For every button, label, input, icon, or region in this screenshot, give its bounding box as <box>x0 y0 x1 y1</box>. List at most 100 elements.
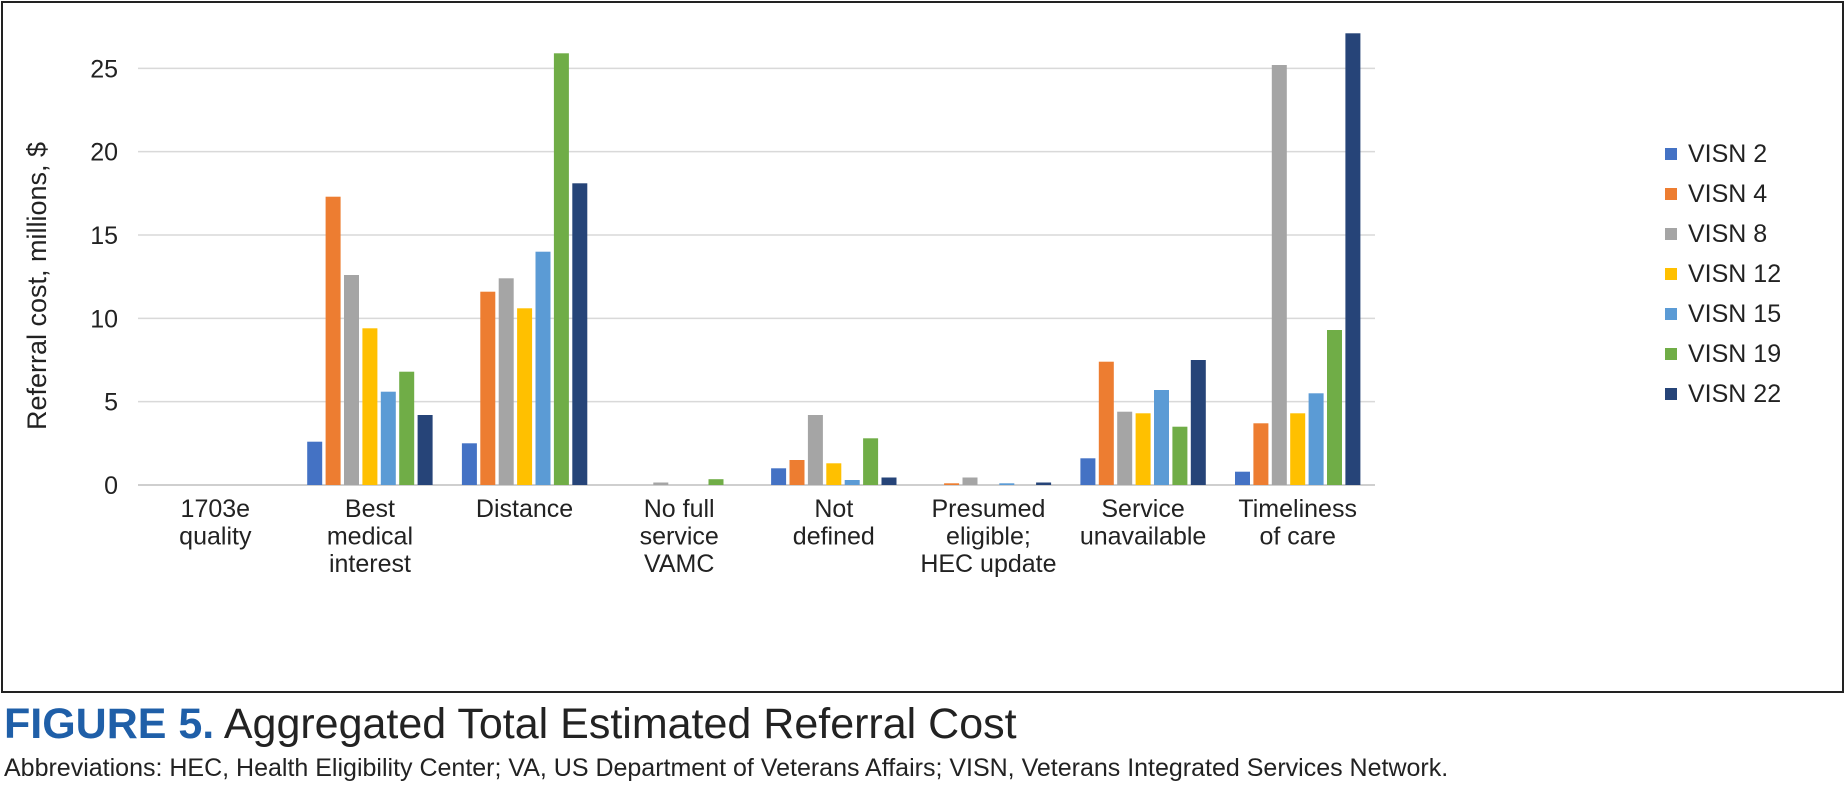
bar-visn-8-cat-5 <box>962 477 978 485</box>
category-label-line: unavailable <box>1080 523 1207 551</box>
y-axis-title: Referral cost, millions, $ <box>22 142 52 430</box>
legend-swatch <box>1665 348 1677 360</box>
legend-item: VISN 12 <box>1665 254 1835 294</box>
category-label-line: HEC update <box>920 550 1056 578</box>
bar-visn-22-cat-4 <box>881 477 897 485</box>
legend-label: VISN 12 <box>1688 259 1782 288</box>
figure-frame <box>1 1 1844 693</box>
bar-visn-15-cat-4 <box>844 480 860 485</box>
bar-visn-15-cat-2 <box>535 251 551 485</box>
category-label-line: Not <box>814 495 853 523</box>
legend-label: VISN 8 <box>1688 219 1768 248</box>
bar-visn-19-cat-3 <box>708 479 724 485</box>
bar-visn-22-cat-6 <box>1190 360 1206 485</box>
category-label: Best medical interest <box>327 495 413 578</box>
legend: VISN 2 VISN 4 VISN 8 VISN 12 VISN 15 VISN 19 V… <box>1665 134 1835 414</box>
legend-label: VISN 4 <box>1688 179 1768 208</box>
bar-visn-8-cat-4 <box>807 415 823 485</box>
bar-visn-19-cat-7 <box>1327 330 1342 485</box>
category-label: Not defined <box>793 495 875 551</box>
category-label-line: VAMC <box>644 550 714 578</box>
category-label-line: medical <box>327 523 413 551</box>
legend-label: VISN 2 <box>1688 139 1768 168</box>
bar-visn-22-cat-5 <box>1036 482 1052 485</box>
bar-visn-19-cat-6 <box>1172 426 1188 485</box>
bar-visn-2-cat-4 <box>771 468 787 485</box>
legend-swatch <box>1665 228 1677 240</box>
category-label-line: quality <box>179 523 252 551</box>
category-labels: 1703e quality Best medical interest Distance N… <box>179 495 1357 578</box>
legend-item: VISN 19 <box>1665 334 1835 374</box>
legend-swatch <box>1665 388 1677 400</box>
bar-visn-12-cat-7 <box>1290 413 1306 485</box>
bar-visn-4-cat-1 <box>325 196 341 485</box>
category-label: 1703e quality <box>179 495 252 551</box>
category-label: No full service VAMC <box>640 495 719 578</box>
bar-visn-15-cat-6 <box>1154 390 1169 485</box>
y-tick-label: 15 <box>90 222 118 250</box>
bar-visn-8-cat-7 <box>1271 65 1287 485</box>
bar-visn-4-cat-2 <box>480 291 496 485</box>
legend-swatch <box>1665 148 1677 160</box>
bar-visn-12-cat-1 <box>362 328 378 485</box>
legend-swatch <box>1665 268 1677 280</box>
figure-caption: FIGURE 5. Aggregated Total Estimated Ref… <box>4 700 1017 748</box>
category-label: Presumed eligible; HEC update <box>920 495 1056 578</box>
y-tick-label: 5 <box>104 389 118 417</box>
category-label-line: interest <box>329 550 411 578</box>
bar-visn-12-cat-2 <box>517 308 533 485</box>
bar-visn-2-cat-2 <box>461 443 477 485</box>
legend-label: VISN 15 <box>1688 299 1782 328</box>
bar-visn-15-cat-1 <box>380 391 396 485</box>
bar-visn-8-cat-6 <box>1117 411 1133 485</box>
category-label-line: No full <box>644 495 715 523</box>
y-tick-label: 10 <box>90 305 118 333</box>
figure-label: FIGURE 5. <box>4 700 215 748</box>
category-label: Distance <box>476 495 573 523</box>
legend-item: VISN 15 <box>1665 294 1835 334</box>
bar-visn-8-cat-2 <box>498 278 514 485</box>
category-label-line: Presumed <box>931 495 1045 523</box>
bar-visn-8-cat-3 <box>653 482 669 485</box>
bar-visn-8-cat-1 <box>344 275 359 485</box>
category-label-line: Best <box>345 495 395 523</box>
legend-label: VISN 22 <box>1688 379 1782 408</box>
bar-visn-22-cat-7 <box>1345 33 1361 486</box>
category-label-line: Service <box>1101 495 1184 523</box>
bar-visn-4-cat-7 <box>1253 423 1269 485</box>
legend-label: VISN 19 <box>1688 339 1782 368</box>
category-label-line: eligible; <box>946 523 1031 551</box>
legend-item: VISN 22 <box>1665 374 1835 414</box>
bars <box>307 33 1361 486</box>
figure-title: Aggregated Total Estimated Referral Cost <box>223 700 1017 748</box>
legend-swatch <box>1665 308 1677 320</box>
bar-visn-4-cat-4 <box>789 460 805 485</box>
bar-visn-22-cat-2 <box>572 183 588 486</box>
category-label-line: service <box>640 523 719 551</box>
legend-swatch <box>1665 188 1677 200</box>
figure-footnote: Abbreviations: HEC, Health Eligibility C… <box>4 754 1449 782</box>
y-tick-labels: 0 5 10 15 20 25 <box>90 55 118 500</box>
gridlines <box>138 67 1375 486</box>
legend-item: VISN 4 <box>1665 174 1835 214</box>
category-label-line: Timeliness <box>1238 495 1357 523</box>
bar-visn-2-cat-1 <box>307 441 323 485</box>
bar-visn-12-cat-4 <box>826 463 842 485</box>
y-tick-label: 0 <box>104 472 118 500</box>
y-tick-label: 25 <box>90 55 118 83</box>
bar-visn-22-cat-1 <box>417 415 433 485</box>
bar-visn-19-cat-2 <box>553 53 569 486</box>
bar-visn-4-cat-6 <box>1098 361 1114 485</box>
bar-visn-15-cat-7 <box>1308 393 1324 485</box>
y-tick-label: 20 <box>90 139 118 167</box>
bar-visn-15-cat-5 <box>999 483 1015 485</box>
bar-visn-2-cat-6 <box>1080 458 1096 485</box>
bar-visn-12-cat-6 <box>1135 413 1151 485</box>
bar-visn-2-cat-7 <box>1235 471 1250 485</box>
category-label-line: of care <box>1259 523 1335 551</box>
legend-item: VISN 8 <box>1665 214 1835 254</box>
category-label-line: 1703e <box>181 495 251 523</box>
category-label-line: Distance <box>476 495 573 523</box>
bar-visn-19-cat-1 <box>399 371 415 485</box>
legend-item: VISN 2 <box>1665 134 1835 174</box>
